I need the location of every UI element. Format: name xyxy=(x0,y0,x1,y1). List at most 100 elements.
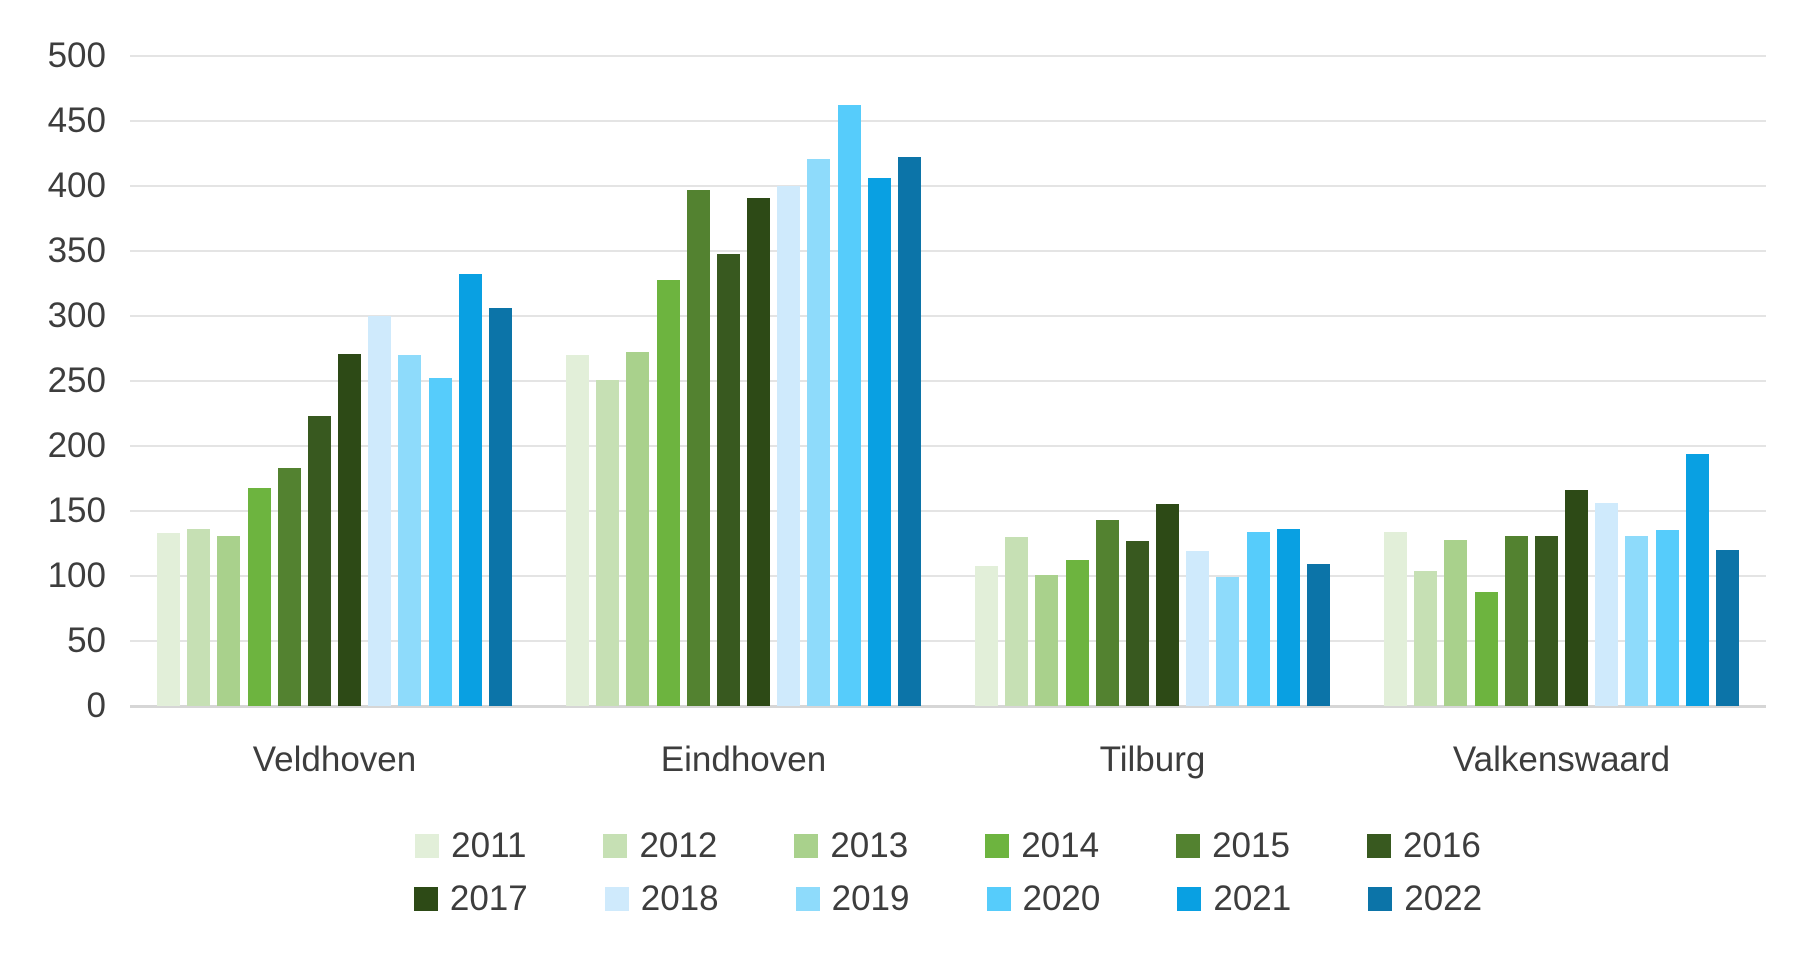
bar-2022-valkenswaard xyxy=(1716,550,1739,706)
bar-2019-valkenswaard xyxy=(1625,536,1648,706)
legend-label: 2014 xyxy=(1021,826,1100,865)
y-tick-label: 0 xyxy=(86,686,106,725)
bar-2017-eindhoven xyxy=(747,198,770,706)
legend-item-2013: 2013 xyxy=(794,824,908,868)
legend-swatch-2017 xyxy=(413,887,438,911)
bar-2016-valkenswaard xyxy=(1535,536,1558,706)
legend-item-2016: 2016 xyxy=(1366,824,1481,868)
legend-item-2018: 2018 xyxy=(604,877,719,921)
bar-2022-eindhoven xyxy=(898,157,921,706)
bar-2015-veldhoven xyxy=(278,468,301,706)
legend-row-1: 2011 2012 2013 2014 2015 2016 xyxy=(130,824,1766,868)
bar-2018-veldhoven xyxy=(368,316,391,706)
bar-2017-veldhoven xyxy=(338,354,361,706)
y-tick-label: 400 xyxy=(47,166,106,205)
bar-2021-valkenswaard xyxy=(1686,454,1709,706)
bar-2011-eindhoven xyxy=(566,355,589,706)
y-tick-label: 300 xyxy=(47,296,106,335)
gridline xyxy=(130,315,1766,317)
bar-2014-valkenswaard xyxy=(1475,592,1498,706)
legend-item-2021: 2021 xyxy=(1177,877,1291,921)
legend-item-2012: 2012 xyxy=(603,824,717,868)
bar-2013-veldhoven xyxy=(217,536,240,706)
legend-item-2011: 2011 xyxy=(415,824,526,868)
legend-item-2020: 2020 xyxy=(986,877,1101,921)
bar-2015-eindhoven xyxy=(687,190,710,706)
bar-2022-tilburg xyxy=(1307,564,1330,706)
legend-label: 2018 xyxy=(640,879,719,918)
legend-swatch-2018 xyxy=(604,887,629,911)
bar-2018-tilburg xyxy=(1186,551,1209,706)
bar-2020-veldhoven xyxy=(429,378,452,706)
y-tick-label: 500 xyxy=(47,36,106,75)
gridline xyxy=(130,120,1766,122)
bar-2020-eindhoven xyxy=(838,105,861,706)
legend-item-2014: 2014 xyxy=(985,824,1099,868)
legend-row-2: 2017 2018 2019 2020 2021 2022 xyxy=(130,877,1766,921)
legend-label: 2011 xyxy=(451,826,527,865)
y-tick-label: 250 xyxy=(47,361,106,400)
bar-2018-eindhoven xyxy=(777,186,800,706)
bar-2020-tilburg xyxy=(1247,532,1270,706)
bar-2017-valkenswaard xyxy=(1565,490,1588,706)
bar-2012-veldhoven xyxy=(187,529,210,706)
legend-label: 2013 xyxy=(830,826,909,865)
legend-item-2019: 2019 xyxy=(795,877,910,921)
legend-swatch-2011 xyxy=(415,834,440,858)
gridline xyxy=(130,380,1766,382)
bar-2016-veldhoven xyxy=(308,416,331,706)
bar-2013-tilburg xyxy=(1035,575,1058,706)
category-label-valkenswaard: Valkenswaard xyxy=(1452,740,1671,779)
x-axis-line xyxy=(130,705,1766,708)
bar-2012-eindhoven xyxy=(596,380,619,706)
legend-swatch-2015 xyxy=(1176,834,1201,858)
legend-label: 2022 xyxy=(1404,879,1483,918)
bar-2019-tilburg xyxy=(1216,577,1239,706)
bar-2021-veldhoven xyxy=(459,274,482,706)
bar-2014-tilburg xyxy=(1066,560,1089,706)
legend-swatch-2014 xyxy=(985,834,1010,858)
bar-2013-eindhoven xyxy=(626,352,649,706)
bar-2017-tilburg xyxy=(1156,504,1179,706)
legend-swatch-2020 xyxy=(986,887,1011,911)
bar-2019-eindhoven xyxy=(807,159,830,706)
legend-label: 2016 xyxy=(1402,826,1481,865)
legend-swatch-2013 xyxy=(794,834,819,858)
legend-item-2015: 2015 xyxy=(1176,824,1290,868)
gridline xyxy=(130,185,1766,187)
gridline xyxy=(130,510,1766,512)
y-tick-label: 150 xyxy=(47,491,106,530)
bar-2019-veldhoven xyxy=(398,355,421,706)
bar-2022-veldhoven xyxy=(489,308,512,706)
bar-2021-eindhoven xyxy=(868,178,891,706)
bar-2014-veldhoven xyxy=(248,488,271,706)
gridline xyxy=(130,55,1766,57)
legend-label: 2012 xyxy=(639,826,718,865)
category-label-tilburg: Tilburg xyxy=(1099,740,1206,779)
bar-2013-valkenswaard xyxy=(1444,540,1467,706)
y-tick-label: 50 xyxy=(67,621,106,660)
gridline xyxy=(130,640,1766,642)
bar-2016-tilburg xyxy=(1126,541,1149,706)
legend-swatch-2016 xyxy=(1366,834,1391,858)
y-tick-label: 100 xyxy=(47,556,106,595)
legend-label: 2015 xyxy=(1212,826,1290,865)
legend-label: 2017 xyxy=(449,879,528,918)
bar-2014-eindhoven xyxy=(657,280,680,706)
category-label-eindhoven: Eindhoven xyxy=(660,740,827,779)
bar-2020-valkenswaard xyxy=(1656,530,1679,706)
legend-item-2017: 2017 xyxy=(413,877,528,921)
bar-2011-tilburg xyxy=(975,566,998,706)
bar-2012-valkenswaard xyxy=(1414,571,1437,706)
legend-label: 2021 xyxy=(1213,879,1292,918)
bar-2015-valkenswaard xyxy=(1505,536,1528,706)
legend-label: 2019 xyxy=(831,879,910,918)
gridline xyxy=(130,575,1766,577)
bar-2015-tilburg xyxy=(1096,520,1119,706)
category-label-veldhoven: Veldhoven xyxy=(252,740,417,779)
y-tick-label: 350 xyxy=(47,231,106,270)
bar-2016-eindhoven xyxy=(717,254,740,706)
legend-label: 2020 xyxy=(1022,879,1101,918)
y-tick-label: 200 xyxy=(47,426,106,465)
